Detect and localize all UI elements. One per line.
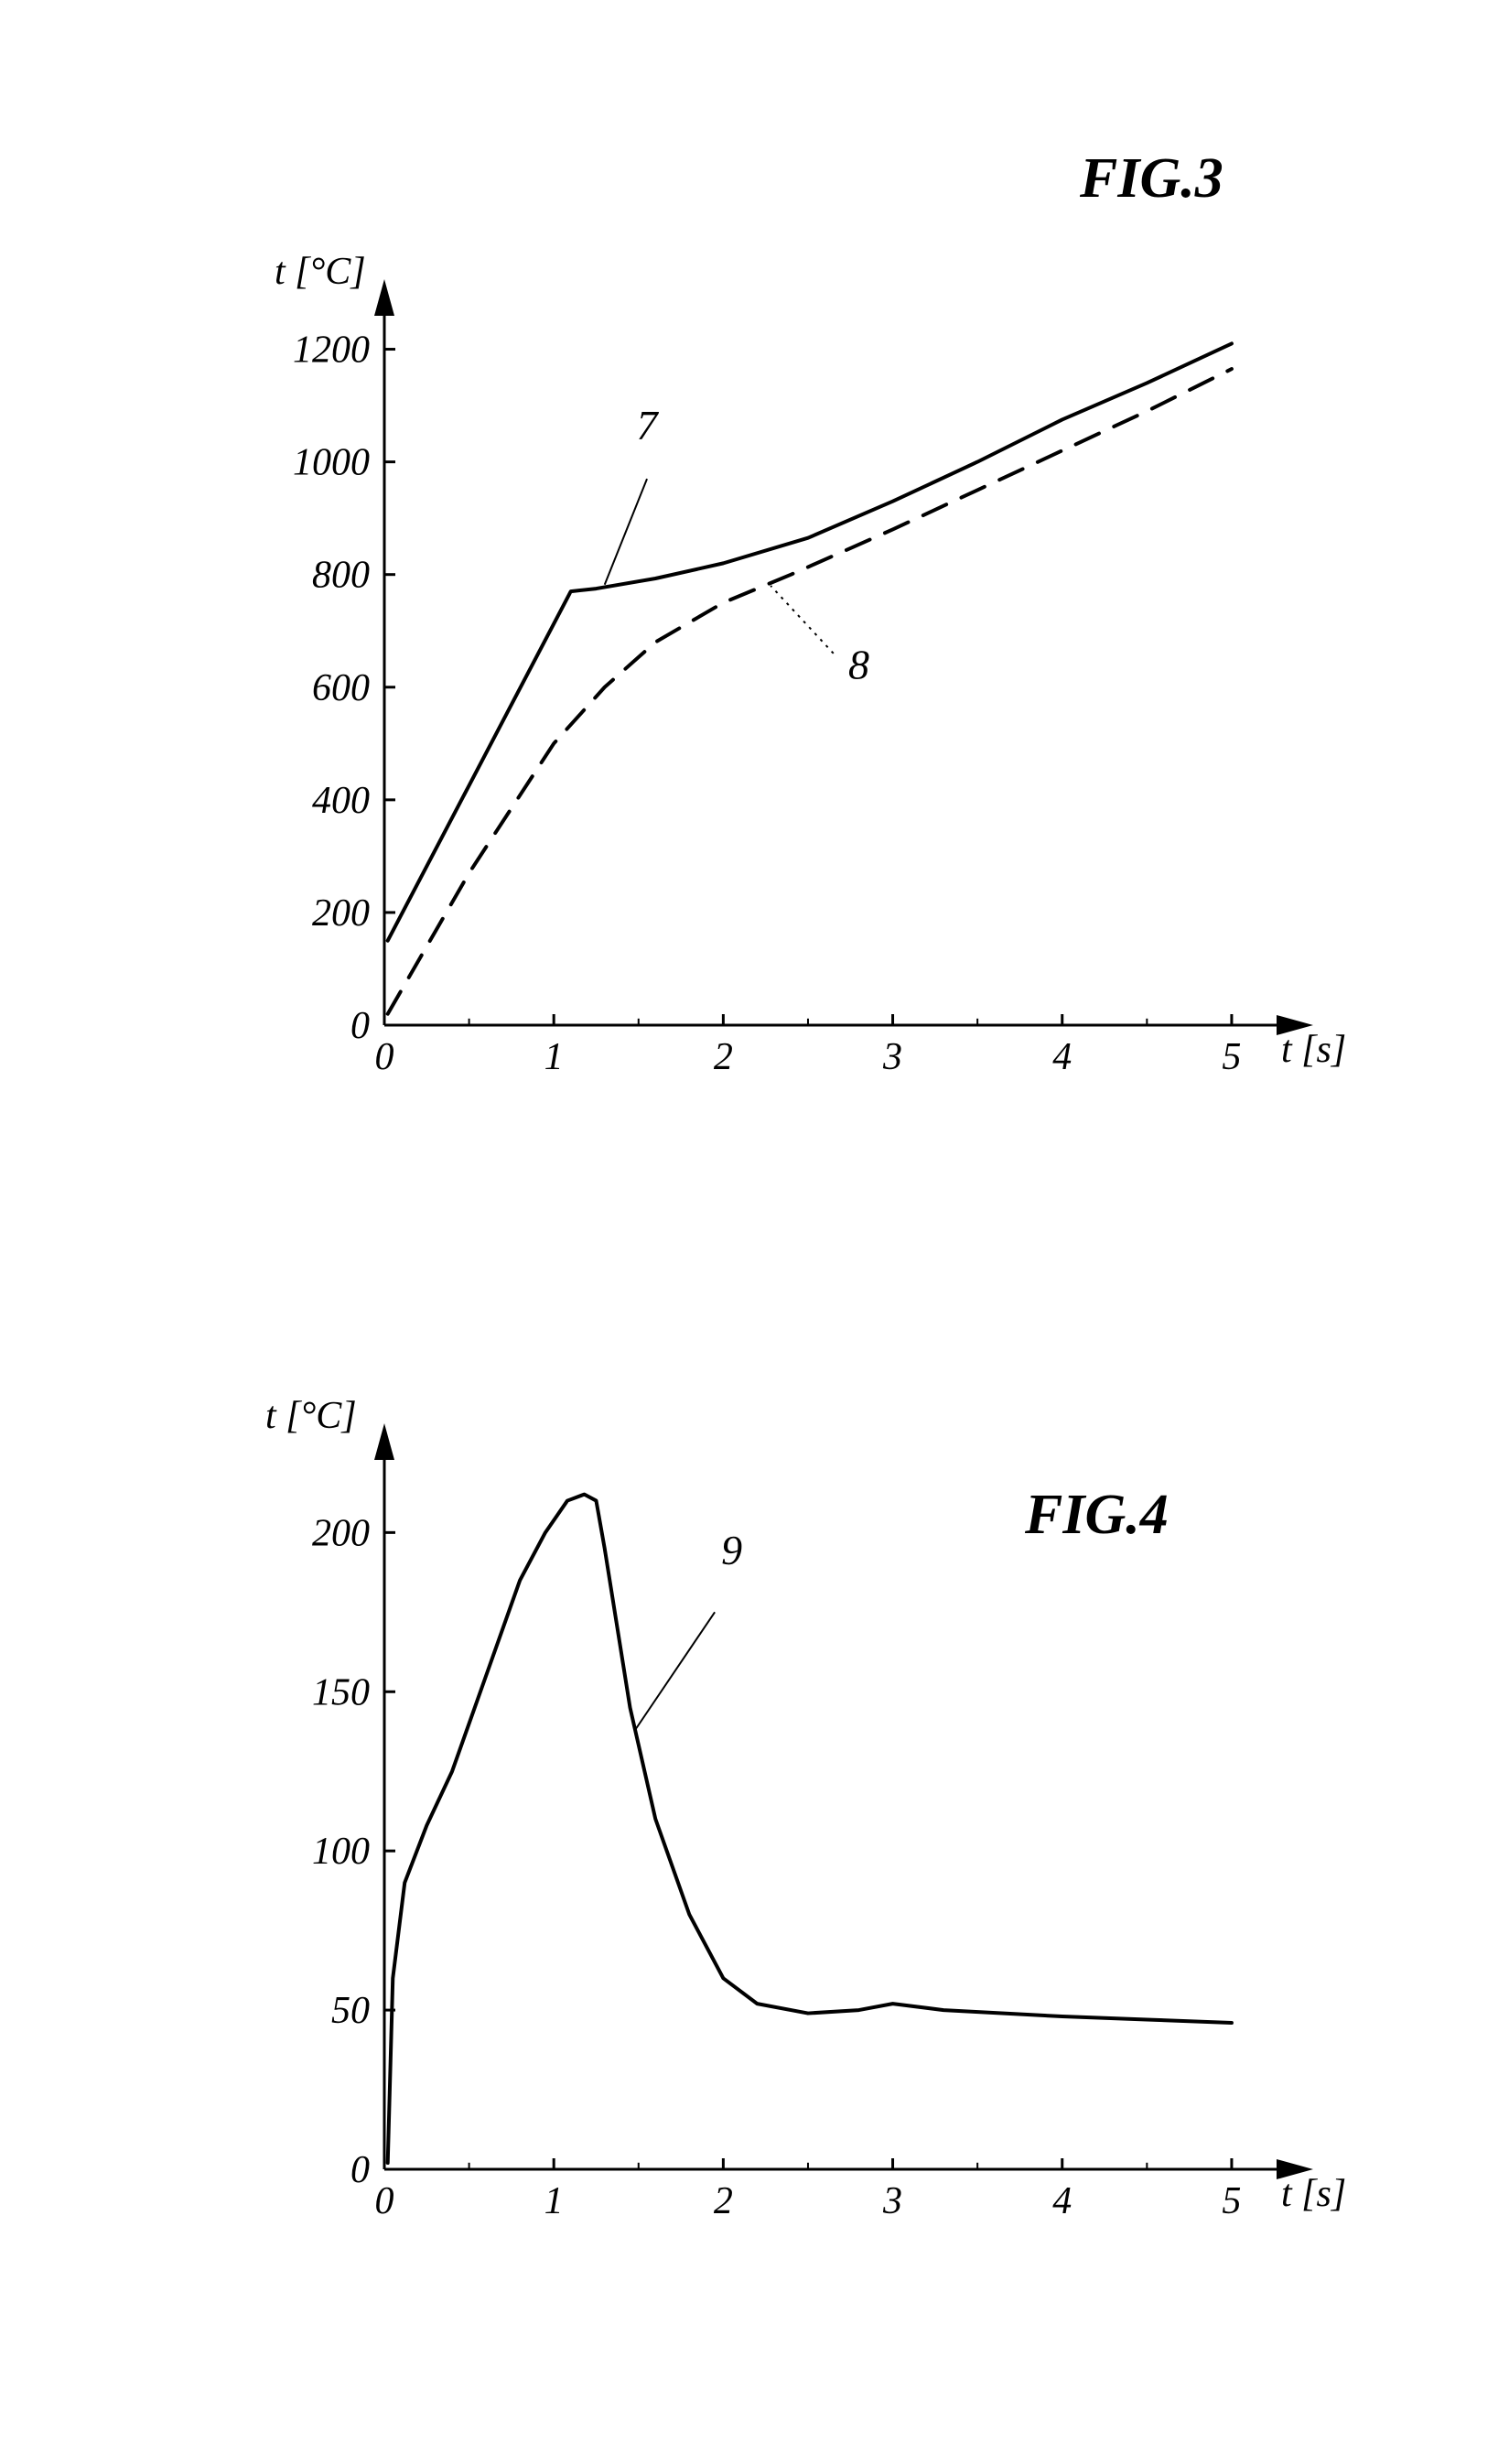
figure-4: FIG.4 t [°C] t [s] 0 1 2 3 4 5 0 50 100 150 200 9 [110, 1336, 1391, 2361]
xtick-label: 5 [1222, 1036, 1241, 1078]
callout-label-8: 8 [848, 642, 869, 688]
xtick-label: 1 [544, 1036, 564, 1078]
fig4-xlabel: t [s] [1281, 2173, 1346, 2215]
callout-label-7: 7 [637, 402, 660, 448]
ytick-label: 1000 [293, 442, 370, 484]
ytick-label: 150 [312, 1671, 370, 1713]
ytick-label: 200 [312, 1512, 370, 1554]
xtick-label: 5 [1222, 2180, 1241, 2222]
callout-label-9: 9 [721, 1527, 742, 1573]
xtick-label: 3 [882, 2180, 902, 2222]
ytick-label: 0 [350, 1005, 370, 1047]
ytick-label: 200 [312, 892, 370, 935]
fig3-title: FIG.3 [1079, 147, 1223, 210]
fig4-series [388, 1495, 1232, 2163]
xtick-label: 3 [882, 1036, 902, 1078]
fig3-axes [374, 279, 1313, 1035]
fig3-yticks: 0 200 400 600 800 1000 1200 [293, 330, 395, 1047]
fig4-yticks: 0 50 100 150 200 [312, 1512, 395, 2191]
fig3-callouts: 78 [605, 402, 869, 688]
ytick-label: 600 [312, 667, 370, 709]
fig3-ylabel: t [°C] [275, 251, 366, 293]
fig4-callouts: 9 [635, 1527, 742, 1730]
xtick-label: 4 [1052, 1036, 1072, 1078]
series-8 [388, 369, 1232, 1014]
fig3-series [388, 343, 1232, 1013]
xtick-label: 0 [375, 2180, 394, 2222]
fig4-title: FIG.4 [1024, 1484, 1169, 1546]
fig3-xlabel: t [s] [1281, 1029, 1346, 1071]
series-7 [388, 343, 1232, 940]
fig3-svg: FIG.3 t [°C] t [s] 0 1 2 3 4 5 0 200 400 600 800 1… [110, 55, 1391, 1135]
fig4-axes [374, 1423, 1313, 2179]
fig4-svg: FIG.4 t [°C] t [s] 0 1 2 3 4 5 0 50 100 150 200 9 [110, 1336, 1391, 2361]
ytick-label: 800 [312, 555, 370, 597]
series-9 [388, 1495, 1232, 2163]
ytick-label: 1200 [293, 330, 370, 372]
xtick-label: 2 [714, 2180, 733, 2222]
xtick-label: 2 [714, 1036, 733, 1078]
xtick-label: 1 [544, 2180, 564, 2222]
figure-3: FIG.3 t [°C] t [s] 0 1 2 3 4 5 0 200 400 600 800 1… [110, 55, 1391, 1135]
ytick-label: 100 [312, 1831, 370, 1873]
fig4-ylabel: t [°C] [265, 1395, 357, 1437]
xtick-label: 0 [375, 1036, 394, 1078]
xtick-label: 4 [1052, 2180, 1072, 2222]
ytick-label: 50 [331, 1990, 370, 2032]
ytick-label: 0 [350, 2149, 370, 2191]
ytick-label: 400 [312, 780, 370, 822]
